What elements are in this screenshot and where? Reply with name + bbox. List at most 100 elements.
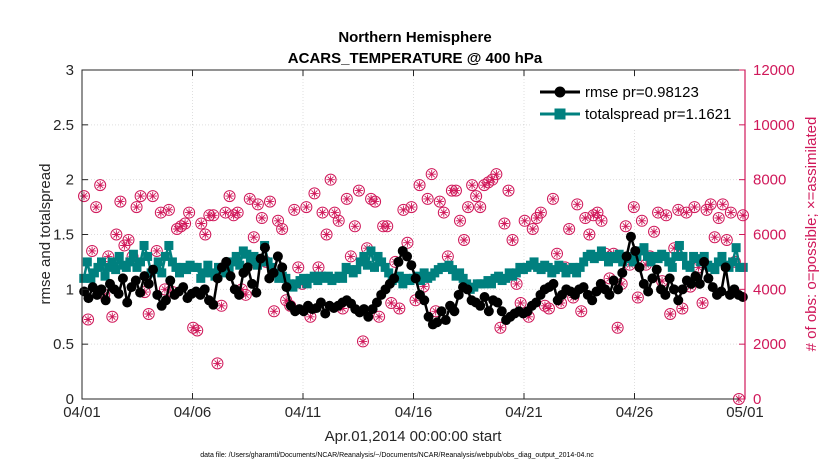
obs-assimilated-point <box>657 276 667 286</box>
obs-assimilated-point <box>334 216 343 225</box>
rmse-point <box>255 253 266 264</box>
totalspread-point <box>511 268 521 278</box>
rmse-point <box>664 273 675 284</box>
legend-box <box>532 77 738 129</box>
obs-possible-point <box>720 233 733 246</box>
obs-possible-point <box>268 305 281 318</box>
rmse-point <box>130 275 141 286</box>
totalspread-point <box>543 262 553 272</box>
rmse-point <box>148 264 159 275</box>
obs-assimilated-point <box>407 202 416 212</box>
totalspread-point <box>121 262 131 272</box>
obs-assimilated-point <box>488 175 497 184</box>
obs-possible-point <box>648 225 661 238</box>
obs-assimilated-point <box>694 263 703 272</box>
totalspread-point <box>199 268 209 278</box>
obs-assimilated-point <box>225 191 234 201</box>
totalspread-point <box>128 249 138 259</box>
obs-assimilated-point <box>674 205 683 214</box>
y-tick-label: 0 <box>66 391 74 408</box>
obs-assimilated-point <box>217 301 226 310</box>
obs-assimilated-point <box>702 205 711 214</box>
rmse-point <box>277 262 288 273</box>
obs-possible-point <box>696 297 709 310</box>
totalspread-point <box>419 268 429 278</box>
rmse-point <box>389 273 400 284</box>
obs-assimilated-point <box>670 244 679 253</box>
obs-assimilated-point <box>383 222 392 231</box>
totalspread-point <box>82 257 92 267</box>
obs-assimilated-point <box>548 194 558 204</box>
totalspread-point <box>164 240 174 250</box>
rmse-point <box>221 256 232 267</box>
obs-possible-point <box>142 308 155 321</box>
obs-possible-point <box>401 236 414 249</box>
y-tick-label: 2 <box>66 172 74 189</box>
obs-assimilated-point <box>463 202 473 212</box>
x-tick-label: 04/21 <box>505 404 543 421</box>
totalspread-point <box>667 262 677 272</box>
rmse-point <box>630 245 641 256</box>
obs-assimilated-point <box>180 219 190 228</box>
totalspread-point <box>79 273 89 283</box>
obs-possible-point <box>498 217 511 230</box>
obs-assimilated-point <box>480 181 489 190</box>
totalspread-point <box>157 268 167 278</box>
obs-assimilated-point <box>399 205 408 214</box>
obs-assimilated-point <box>581 213 590 223</box>
obs-assimilated-point <box>552 249 562 258</box>
totalspread-point <box>728 257 738 267</box>
totalspread-point <box>175 268 184 278</box>
totalspread-point <box>664 257 674 267</box>
rmse-point <box>268 267 279 278</box>
obs-possible-point <box>187 321 200 334</box>
obs-assimilated-point <box>649 227 659 236</box>
obs-assimilated-point <box>439 208 448 217</box>
obs-possible-point <box>494 321 507 334</box>
totalspread-point <box>111 265 121 275</box>
totalspread-point <box>614 249 624 259</box>
obs-assimilated-point <box>387 298 396 308</box>
obs-assimilated-point <box>459 235 469 245</box>
rmse-point <box>643 286 654 297</box>
rmse-point <box>720 262 731 273</box>
rmse-point <box>621 251 632 262</box>
totalspread-point <box>366 246 376 256</box>
obs-assimilated-point <box>338 304 347 313</box>
totalspread-point <box>362 260 372 270</box>
totalspread-point <box>86 273 96 283</box>
obs-possible-point <box>421 192 434 205</box>
rmse-point <box>449 306 460 317</box>
obs-assimilated-point <box>621 222 630 231</box>
rmse-point <box>690 271 701 282</box>
totalspread-point <box>221 268 231 278</box>
rmse-point <box>587 295 598 306</box>
obs-assimilated-point <box>504 186 513 195</box>
obs-assimilated-point <box>112 230 121 239</box>
obs-possible-point <box>631 291 644 304</box>
obs-possible-point <box>175 220 188 233</box>
obs-possible-point <box>90 201 103 214</box>
totalspread-point <box>302 279 312 289</box>
obs-assimilated-point <box>144 309 153 319</box>
rmse-point <box>100 295 111 306</box>
obs-assimilated-point <box>91 202 101 212</box>
obs-assimilated-point <box>354 186 364 195</box>
obs-assimilated-point <box>108 312 117 321</box>
obs-assimilated-point <box>423 194 432 204</box>
obs-assimilated-point <box>472 191 481 201</box>
obs-assimilated-point <box>221 208 230 217</box>
y2-tick-label: 2000 <box>753 336 786 353</box>
obs-assimilated-point <box>476 202 485 212</box>
totalspread-point <box>267 262 277 272</box>
obs-assimilated-point <box>431 307 440 316</box>
obs-possible-point <box>542 302 555 315</box>
obs-assimilated-point <box>120 241 129 250</box>
rmse-point <box>251 287 262 298</box>
rmse-point <box>694 278 705 289</box>
obs-assimilated-point <box>678 304 687 313</box>
totalspread-point <box>114 251 124 261</box>
totalspread-point <box>136 257 145 267</box>
rmse-point <box>393 256 404 267</box>
